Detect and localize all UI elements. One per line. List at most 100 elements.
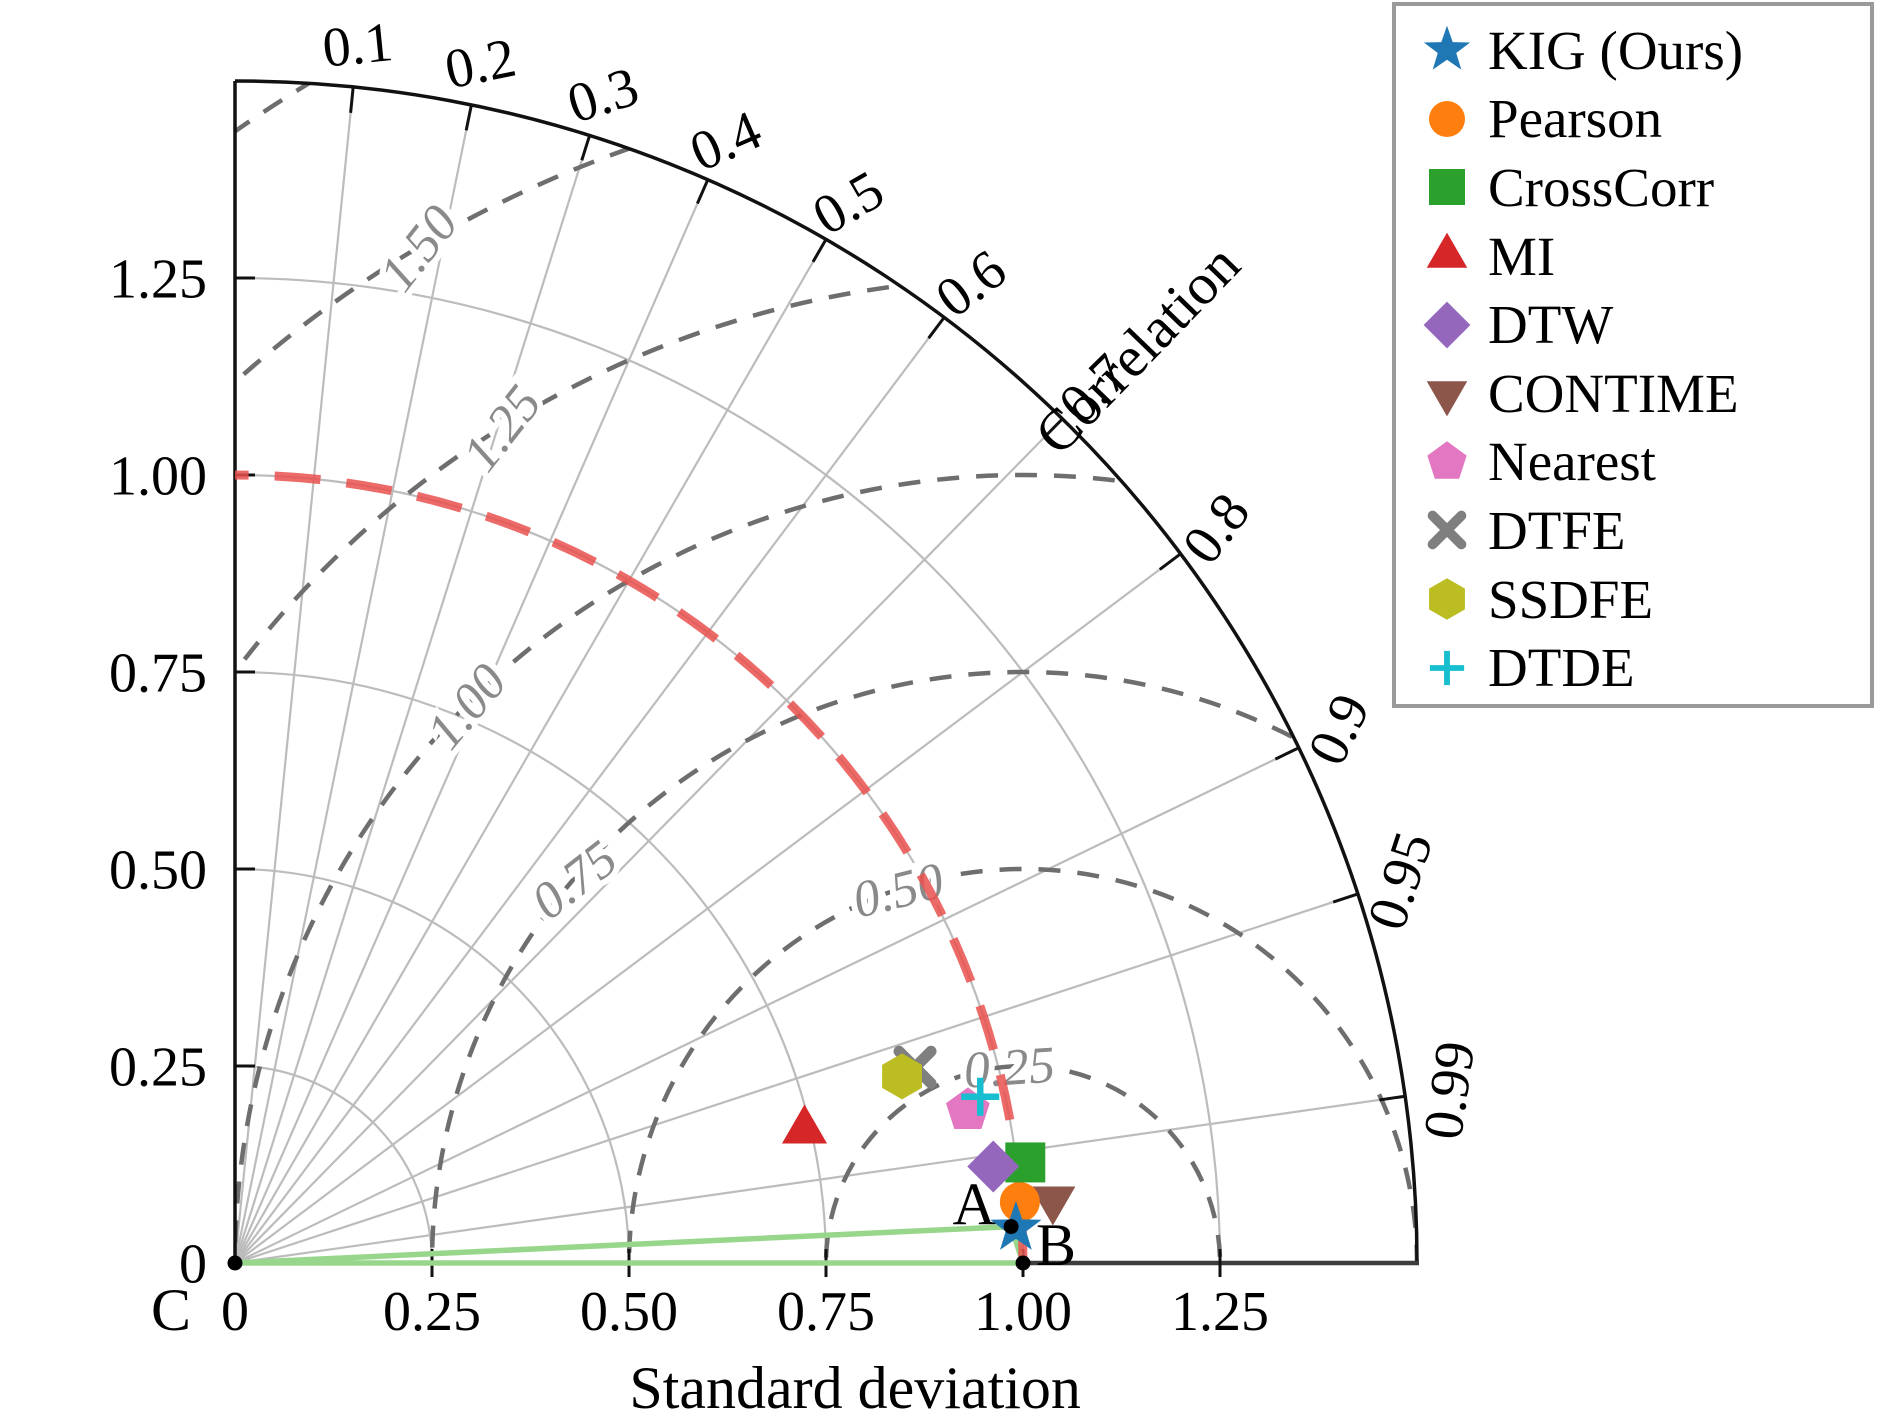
legend-item-ssdfe: SSDFE xyxy=(1420,565,1870,634)
marker-mi xyxy=(781,1104,828,1144)
marker-contime xyxy=(1030,1186,1076,1226)
x-tick-label: 1.00 xyxy=(974,1281,1072,1343)
std-circle xyxy=(235,867,631,1263)
y-tick-label: 0.75 xyxy=(109,643,207,705)
std-circle xyxy=(235,1064,434,1263)
legend-label: Nearest xyxy=(1488,431,1656,493)
legend: KIG (Ours) Pearson CrossCorr MI DTW CONTIME Ne… xyxy=(1392,2,1874,708)
pentagon-icon xyxy=(1427,441,1467,479)
x-tick-label: 0.50 xyxy=(580,1281,678,1343)
legend-item-mi: MI xyxy=(1420,222,1870,291)
correlation-tick xyxy=(349,86,355,113)
correlation-tick xyxy=(1379,1094,1406,1102)
circle-icon xyxy=(1429,100,1465,137)
correlation-radial-line xyxy=(235,179,709,1263)
legend-label: KIG (Ours) xyxy=(1488,19,1744,81)
legend-label: CONTIME xyxy=(1488,362,1739,424)
marker-dtde xyxy=(961,1077,1000,1116)
std-circle xyxy=(235,670,828,1263)
x-icon xyxy=(1427,511,1467,550)
legend-item-nearest: Nearest xyxy=(1420,428,1870,497)
rms-arc xyxy=(429,669,1417,1263)
rms-contour-label: 1.50 xyxy=(369,195,470,302)
correlation-radial-line xyxy=(235,892,1359,1263)
correlation-tick xyxy=(927,316,946,340)
x-tick-label: 1.25 xyxy=(1171,1281,1269,1343)
rms-contour-label: 0.25 xyxy=(962,1037,1057,1100)
y-tick-label: 1.25 xyxy=(109,249,207,311)
correlation-tick xyxy=(696,179,710,205)
x-tick-label: 0 xyxy=(221,1281,249,1343)
reference-std-arc xyxy=(234,470,1028,1264)
point-C-label: C xyxy=(151,1277,191,1343)
correlation-radial-line xyxy=(235,418,1064,1263)
legend-label: DTDE xyxy=(1488,637,1635,699)
correlation-tick-label: 0.1 xyxy=(320,11,396,80)
correlation-tick-label: 0.95 xyxy=(1356,825,1446,937)
marker-pearson xyxy=(999,1182,1040,1223)
point-B-label: B xyxy=(1036,1212,1076,1278)
x-axis-title: Standard deviation xyxy=(629,1355,1081,1421)
triangle-up-icon xyxy=(1426,232,1468,268)
tick-labels-layer: 00 0.25 0.25 0.50 0.50 0.75 0.75 1.00 1.00 1.25 1.… xyxy=(109,11,1487,1343)
comparison-triangle xyxy=(232,1223,1026,1266)
x-tick-label: 0.25 xyxy=(383,1281,481,1343)
legend-label: DTFE xyxy=(1488,499,1626,561)
correlation-tick xyxy=(464,104,473,131)
legend-label: SSDFE xyxy=(1488,568,1654,630)
correlation-tick-label: 0.3 xyxy=(560,56,645,136)
star-icon xyxy=(1423,25,1471,70)
rms-contour-label: 1.25 xyxy=(452,375,553,482)
correlation-radial-line xyxy=(235,104,473,1263)
correlation-radial-line xyxy=(235,238,827,1263)
correlation-tick xyxy=(1158,552,1182,571)
rms-contour-labels: 0.250.500.751.001.251.50 xyxy=(363,189,1063,1105)
legend-item-dtfe: DTFE xyxy=(1420,496,1870,565)
point-A-dot xyxy=(1003,1219,1019,1235)
correlation-tick-label: 0.6 xyxy=(925,238,1018,330)
legend-item-pearson: Pearson xyxy=(1420,85,1870,154)
correlation-radial-line xyxy=(235,1095,1406,1263)
point-A-label: A xyxy=(952,1172,995,1238)
data-markers-layer xyxy=(781,1045,1076,1250)
legend-label: MI xyxy=(1488,225,1556,287)
std-circle xyxy=(235,276,1222,1263)
correlation-axis-title: Correlation xyxy=(1022,232,1252,467)
x-tick-label: 0.75 xyxy=(777,1281,875,1343)
rms-contour-label: 0.75 xyxy=(521,830,628,931)
legend-item-kig-ours: KIG (Ours) xyxy=(1420,16,1870,85)
legend-label: CrossCorr xyxy=(1488,156,1715,218)
square-icon xyxy=(1429,169,1465,206)
comparison-triangle-outline xyxy=(232,1223,1026,1266)
correlation-tick xyxy=(1043,417,1064,439)
correlation-radial-line xyxy=(235,316,946,1263)
legend-item-contime: CONTIME xyxy=(1420,359,1870,428)
correlation-tick xyxy=(1332,892,1359,904)
reference-std-dashed-arc xyxy=(234,470,1028,1264)
marker-dtw xyxy=(967,1140,1020,1193)
hexagon-icon xyxy=(1429,578,1465,620)
y-tick-label: 1.00 xyxy=(109,446,207,508)
y-tick-label: 0.50 xyxy=(109,840,207,902)
correlation-tick-label: 0.4 xyxy=(681,99,770,184)
triangle-down-icon xyxy=(1426,381,1468,417)
correlation-tick-label: 0.9 xyxy=(1296,685,1382,775)
marker-ssdfe xyxy=(882,1053,922,1100)
point-annotations: AB C xyxy=(151,1172,1076,1343)
correlation-tick-label: 0.2 xyxy=(440,27,521,102)
correlation-radial-line xyxy=(235,135,591,1263)
point-B-dot xyxy=(1015,1255,1031,1271)
legend-item-dtde: DTDE xyxy=(1420,633,1870,702)
legend-label: DTW xyxy=(1488,294,1614,356)
correlation-tick xyxy=(580,134,592,161)
legend-item-dtw: DTW xyxy=(1420,290,1870,359)
outer-correlation-arc xyxy=(234,79,1419,1264)
legend-item-crosscorr: CrossCorr xyxy=(1420,153,1870,222)
legend-label: Pearson xyxy=(1488,88,1663,150)
correlation-radial-line xyxy=(235,746,1300,1263)
correlation-tick xyxy=(1274,746,1300,761)
y-tick-label: 0.25 xyxy=(109,1037,207,1099)
diamond-icon xyxy=(1423,301,1471,349)
